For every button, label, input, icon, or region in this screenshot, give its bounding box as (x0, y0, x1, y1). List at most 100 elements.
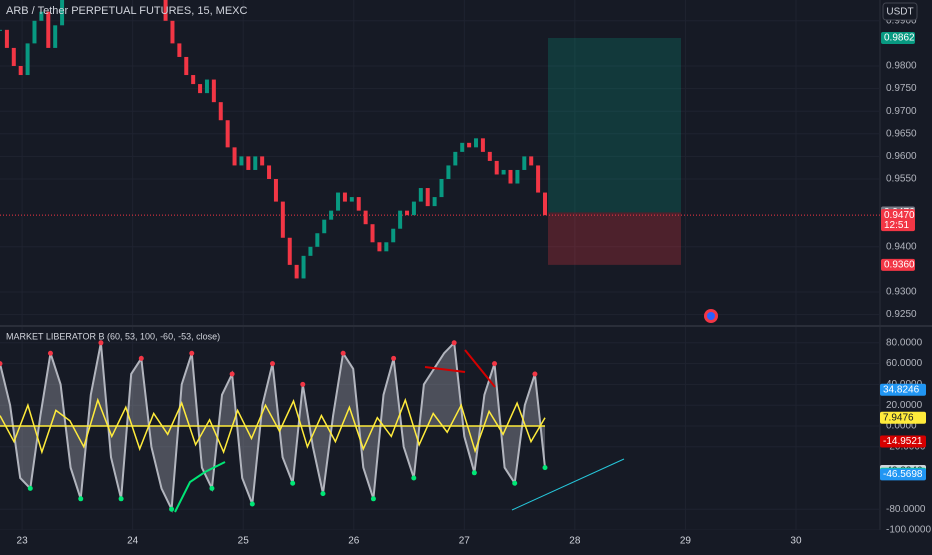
candle (204, 79, 209, 94)
peak-dot (270, 361, 275, 367)
y-tick-label: 60.0000 (886, 358, 923, 369)
candle (301, 255, 306, 279)
candle (515, 169, 520, 184)
trough-dot (209, 485, 215, 491)
y-tick-label: 0.9650 (886, 128, 917, 139)
profit-zone (548, 37, 681, 213)
candle (163, 0, 168, 21)
trough-dot (471, 470, 477, 476)
trough-dot (290, 480, 296, 486)
trough-dot (249, 501, 255, 507)
peak-dot (0, 361, 3, 367)
chart-title: ARB / Tether PERPETUAL FUTURES, 15, MEXC (6, 5, 248, 17)
trough-dot (27, 485, 33, 491)
candle (370, 224, 375, 243)
candle (260, 156, 265, 166)
trend-line (511, 458, 625, 511)
candle (287, 237, 292, 265)
candle (460, 142, 465, 152)
price-pane (0, 0, 880, 325)
candle (267, 165, 272, 179)
trough-dot (411, 475, 417, 481)
candle (315, 233, 320, 247)
divergence-line (464, 349, 496, 388)
candle (225, 120, 230, 148)
candle (418, 188, 423, 202)
trough-dot (118, 496, 124, 502)
candle (432, 197, 437, 207)
candle (342, 192, 347, 202)
candle (425, 188, 430, 207)
value-label: -46.5698 (883, 469, 923, 480)
trough-dot (542, 465, 548, 471)
candle (522, 156, 527, 170)
y-tick-label: 0.9300 (886, 287, 917, 298)
candle (336, 192, 341, 211)
candle (480, 138, 485, 152)
x-tick-label: 28 (569, 536, 581, 547)
candle (501, 169, 506, 175)
candle (4, 29, 9, 48)
divergence-line (174, 461, 226, 513)
candle (39, 11, 44, 21)
candle (405, 210, 410, 216)
candle (11, 47, 16, 66)
trough-dot (78, 496, 84, 502)
value-label-bg (880, 468, 926, 481)
candle (308, 246, 313, 256)
countdown: 12:51 (884, 220, 909, 231)
y-tick-label: 0.9900 (886, 15, 917, 26)
y-tick-label: 0.9700 (886, 106, 917, 117)
x-tick-label: 26 (348, 536, 360, 547)
trough-dot (370, 496, 376, 502)
candle (177, 43, 182, 57)
peak-dot (532, 371, 538, 377)
x-tick-label: 29 (680, 536, 692, 547)
candle (411, 201, 416, 216)
candle (494, 160, 499, 175)
candle (184, 56, 189, 76)
price-label: 0.9470 (884, 210, 915, 221)
candle (253, 156, 258, 170)
y-tick-label: 0.9750 (886, 83, 917, 94)
candle (232, 147, 237, 166)
candle (453, 151, 458, 166)
candle (377, 242, 382, 252)
y-tick-label: 0.0000 (886, 421, 917, 432)
axes: 23 24 25 26 27 28 29 30 0.9900 0.9800 0.9750 0.9700… (17, 15, 932, 546)
x-tick-label: 24 (127, 536, 139, 547)
price-label: 0.9862 (884, 33, 915, 44)
peak-dot (229, 371, 235, 377)
value-label: -14.9521 (883, 436, 923, 447)
value-label: 7.9476 (883, 412, 914, 423)
candle (18, 65, 23, 76)
candle (543, 192, 547, 216)
peak-dot (138, 355, 144, 361)
currency[interactable]: USDT (886, 7, 913, 18)
candle (508, 169, 513, 184)
price-label-bg (881, 209, 915, 232)
y-tick-label: 0.9800 (886, 61, 917, 72)
candle (446, 165, 451, 179)
candle (273, 178, 278, 202)
x-tick-label: 27 (459, 536, 471, 547)
x-tick-label: 30 (790, 536, 802, 547)
candle (487, 151, 492, 161)
currency-button[interactable] (882, 2, 918, 21)
candle (294, 264, 299, 279)
indicator-title: MARKET LIBERATOR B (60, 53, 100, -60, -5… (6, 331, 220, 341)
y-tick-label: 0.9600 (886, 151, 917, 162)
peak-dot (189, 350, 195, 356)
candle (60, 0, 65, 26)
candle (467, 142, 472, 148)
candle (239, 156, 244, 166)
candle (0, 29, 2, 31)
signal-line (0, 397, 546, 455)
value-label-bg (880, 411, 926, 424)
x-tick-label: 23 (17, 536, 29, 547)
peak-dot (300, 381, 306, 387)
y-tick-label: -100.0000 (886, 525, 931, 536)
candle (474, 138, 479, 148)
y-tick-label: -80.0000 (886, 504, 926, 515)
